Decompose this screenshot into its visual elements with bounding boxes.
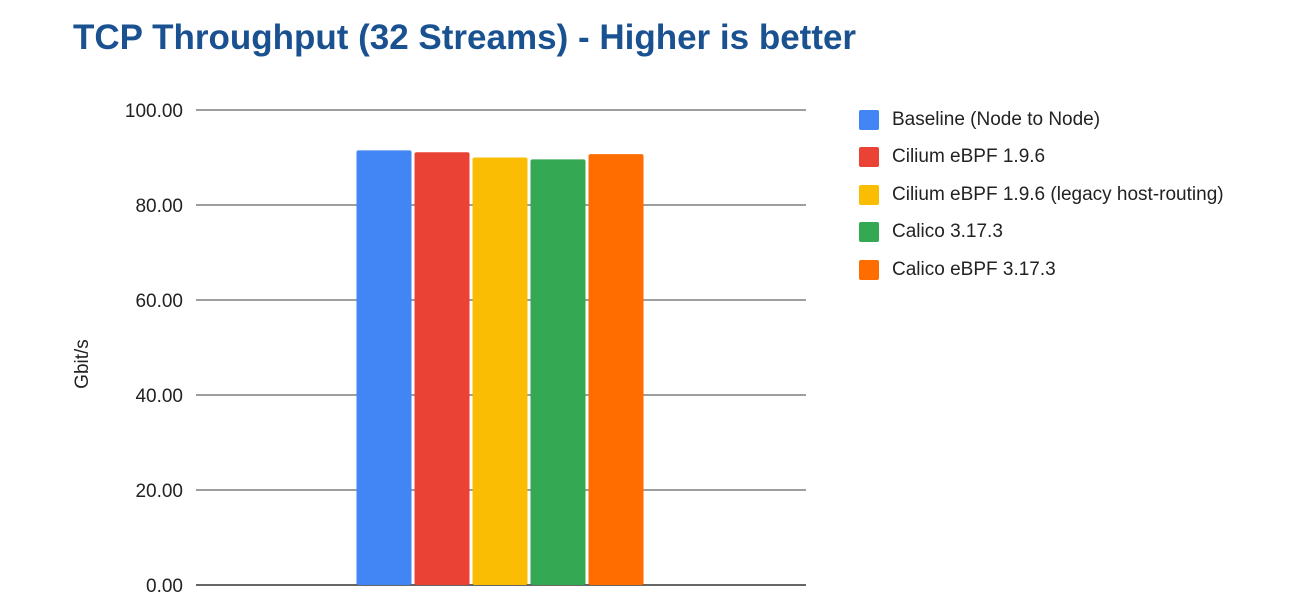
bars: [356, 150, 644, 586]
legend-label: Cilium eBPF 1.9.6 (legacy host-routing): [892, 183, 1224, 205]
y-tick-label: 80.00: [135, 196, 183, 217]
y-tick-label: 0.00: [146, 576, 183, 597]
legend-swatch: [859, 184, 879, 205]
bar[interactable]: [356, 150, 412, 585]
y-tick-label: 60.00: [135, 291, 183, 312]
legend-label: Calico 3.17.3: [892, 221, 1003, 242]
legend-item[interactable]: Baseline (Node to Node): [859, 107, 1224, 132]
legend-item[interactable]: Cilium eBPF 1.9.6 (legacy host-routing): [859, 182, 1224, 207]
legend-item[interactable]: Calico eBPF 3.17.3: [859, 257, 1224, 282]
legend-swatch: [859, 259, 879, 280]
legend-swatch: [859, 147, 879, 167]
bar[interactable]: [530, 159, 586, 585]
bar[interactable]: [472, 157, 528, 586]
legend-swatch: [859, 109, 879, 130]
legend-label: Baseline (Node to Node): [892, 108, 1101, 130]
y-tick-label: 20.00: [135, 481, 183, 502]
bar[interactable]: [414, 152, 470, 585]
y-tick-label: 40.00: [135, 386, 183, 407]
legend-label: Calico eBPF 3.17.3: [892, 258, 1056, 280]
legend-item[interactable]: Cilium eBPF 1.9.6: [859, 145, 1224, 170]
y-tick-label: 100.00: [125, 101, 183, 122]
y-axis-label: Gbit/s: [72, 339, 93, 389]
legend-label: Cilium eBPF 1.9.6: [892, 146, 1046, 167]
legend-swatch: [859, 222, 879, 242]
y-axis-ticks: 0.00 20.00 40.00 60.00 80.00 100.00: [125, 101, 183, 597]
bar[interactable]: [588, 154, 644, 586]
legend: Baseline (Node to Node) Cilium eBPF 1.9.6…: [859, 107, 1224, 295]
legend-item[interactable]: Calico 3.17.3: [859, 220, 1224, 245]
chart-title: TCP Throughput (32 Streams) - Higher is …: [73, 18, 857, 57]
